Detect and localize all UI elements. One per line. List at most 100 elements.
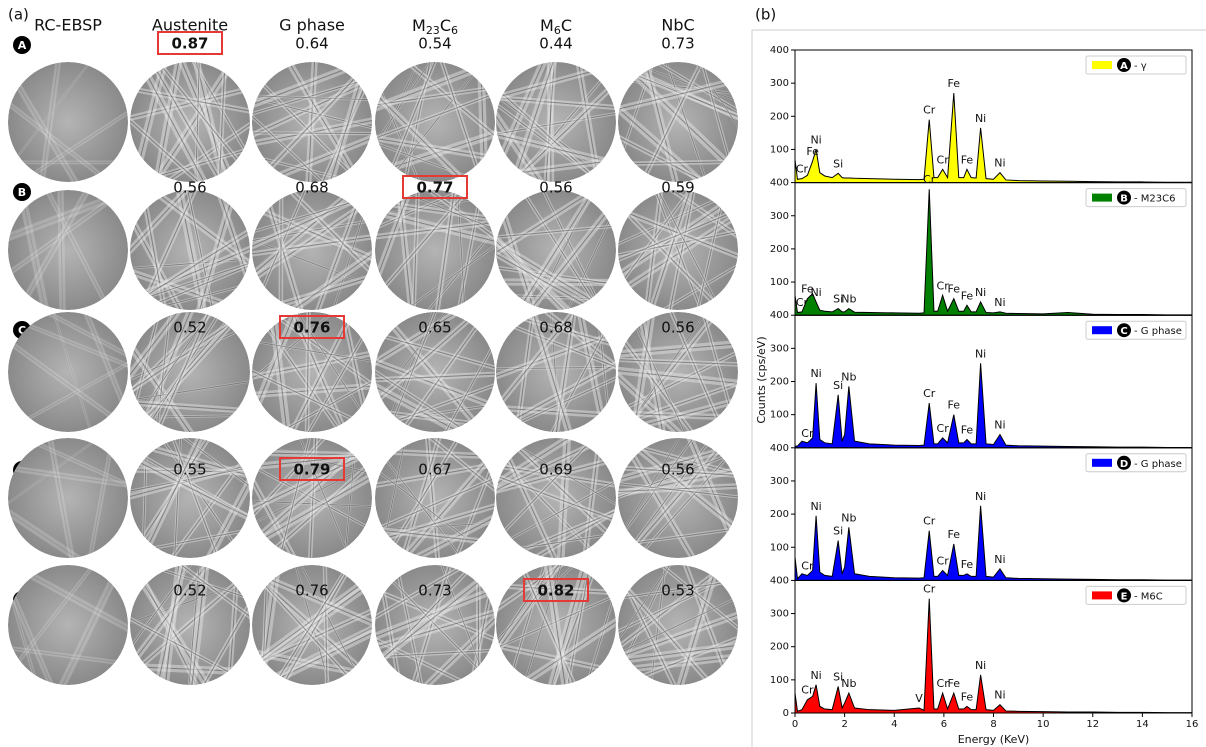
x-tick-label: 8 [990, 719, 996, 730]
kikuchi-edge [143, 565, 250, 646]
peak-label: Ni [810, 133, 821, 146]
y-tick-label: 100 [770, 542, 789, 553]
legend-marker [1117, 58, 1131, 72]
spectrum-area [794, 363, 1193, 449]
kikuchi-edge [252, 361, 372, 432]
best-score-box [279, 457, 345, 481]
kikuchi-edge [8, 312, 128, 377]
score: 0.76 [293, 319, 330, 337]
kikuchi-edge [667, 62, 738, 172]
kikuchi-edge [130, 90, 232, 182]
legend-marker [1117, 190, 1131, 205]
peak-label: Cr [923, 387, 936, 400]
peak-label: Cr [923, 104, 936, 117]
kikuchi-edge [130, 273, 250, 310]
kikuchi-edge [630, 565, 738, 655]
legend-marker-label: A [1120, 61, 1128, 72]
kikuchi-edge [498, 488, 616, 558]
peak-label: Fe [961, 153, 974, 166]
kikuchi-band [375, 618, 495, 685]
kikuchi-edge [630, 190, 738, 265]
pattern-disc [130, 438, 250, 558]
peak-label: Cr [923, 173, 936, 186]
kikuchi-edge [375, 62, 455, 177]
kikuchi-band [620, 62, 738, 135]
kikuchi-band [618, 114, 738, 182]
kikuchi-edge [375, 312, 492, 386]
column-header: RC-EBSP [34, 16, 102, 35]
x-tick-label: 4 [891, 719, 897, 730]
legend-box [1085, 55, 1187, 75]
peak-label: Ni [975, 112, 986, 125]
kikuchi-band [622, 240, 738, 310]
kikuchi-band [497, 486, 616, 558]
kikuchi-edge [375, 565, 495, 639]
pattern-disc [252, 190, 372, 310]
kikuchi-band [202, 190, 250, 310]
kikuchi-edge [252, 438, 350, 544]
legend-swatch [1092, 458, 1112, 467]
kikuchi-band [496, 565, 601, 666]
kikuchi-band [496, 208, 599, 310]
kikuchi-band [375, 190, 495, 248]
kikuchi-band [386, 190, 495, 268]
kikuchi-edge [622, 241, 738, 310]
kikuchi-band [375, 565, 495, 641]
kikuchi-edge [618, 116, 738, 182]
kikuchi-edge [618, 84, 727, 182]
pattern-disc [252, 312, 372, 432]
peak-label: Cr [796, 163, 809, 176]
pattern-disc [130, 62, 250, 182]
spectrum-area [794, 598, 1193, 714]
kikuchi-edge [204, 190, 250, 310]
kikuchi-band [375, 62, 437, 182]
x-tick-label: 14 [1136, 719, 1149, 730]
kikuchi-edge [375, 190, 495, 246]
pattern-disc [8, 312, 128, 432]
kikuchi-band [394, 586, 495, 685]
peak-label: Cr [801, 559, 814, 572]
pattern-disc [618, 565, 738, 685]
kikuchi-edge [496, 565, 600, 666]
peak-label: Si [833, 525, 843, 538]
kikuchi-band [438, 438, 495, 558]
y-tick-label: 300 [770, 476, 789, 487]
peak-label: Fe [948, 77, 961, 90]
kikuchi-edge [387, 190, 495, 267]
kikuchi-band [265, 190, 372, 298]
peak-label: Cr [937, 677, 950, 690]
row-marker-label: B [18, 186, 26, 199]
kikuchi-band [130, 272, 250, 310]
x-tick-label: 16 [1186, 719, 1199, 730]
kikuchi-band [252, 438, 319, 558]
y-tick-label: 100 [770, 410, 789, 421]
kikuchi-edge [392, 438, 495, 521]
kikuchi-band [252, 312, 362, 405]
peak-label: Cr [937, 279, 950, 292]
kikuchi-edge [252, 439, 316, 558]
legend-label: - G phase [1134, 459, 1182, 470]
kikuchi-band [496, 438, 611, 512]
y-tick-label: 200 [770, 111, 789, 122]
kikuchi-edge [8, 438, 124, 527]
kikuchi-edge [130, 312, 236, 416]
panel-label: (b) [755, 6, 776, 24]
peak-label: Cr [937, 153, 950, 166]
legend-label: - γ [1134, 61, 1147, 72]
kikuchi-band [252, 144, 372, 182]
pattern-disc [618, 62, 738, 182]
pattern-disc [496, 312, 616, 432]
legend-swatch [1092, 61, 1112, 69]
score: 0.56 [173, 179, 206, 197]
pattern-disc [618, 312, 738, 432]
kikuchi-band [130, 312, 238, 418]
kikuchi-band [8, 312, 128, 379]
score: 0.68 [539, 319, 572, 337]
row-marker-label: A [18, 39, 27, 52]
peak-label: Fe [806, 145, 819, 158]
pattern-disc [496, 438, 616, 558]
pattern-disc [496, 62, 616, 182]
peak-label: Si [833, 379, 843, 392]
peak-label: Nb [841, 511, 856, 524]
